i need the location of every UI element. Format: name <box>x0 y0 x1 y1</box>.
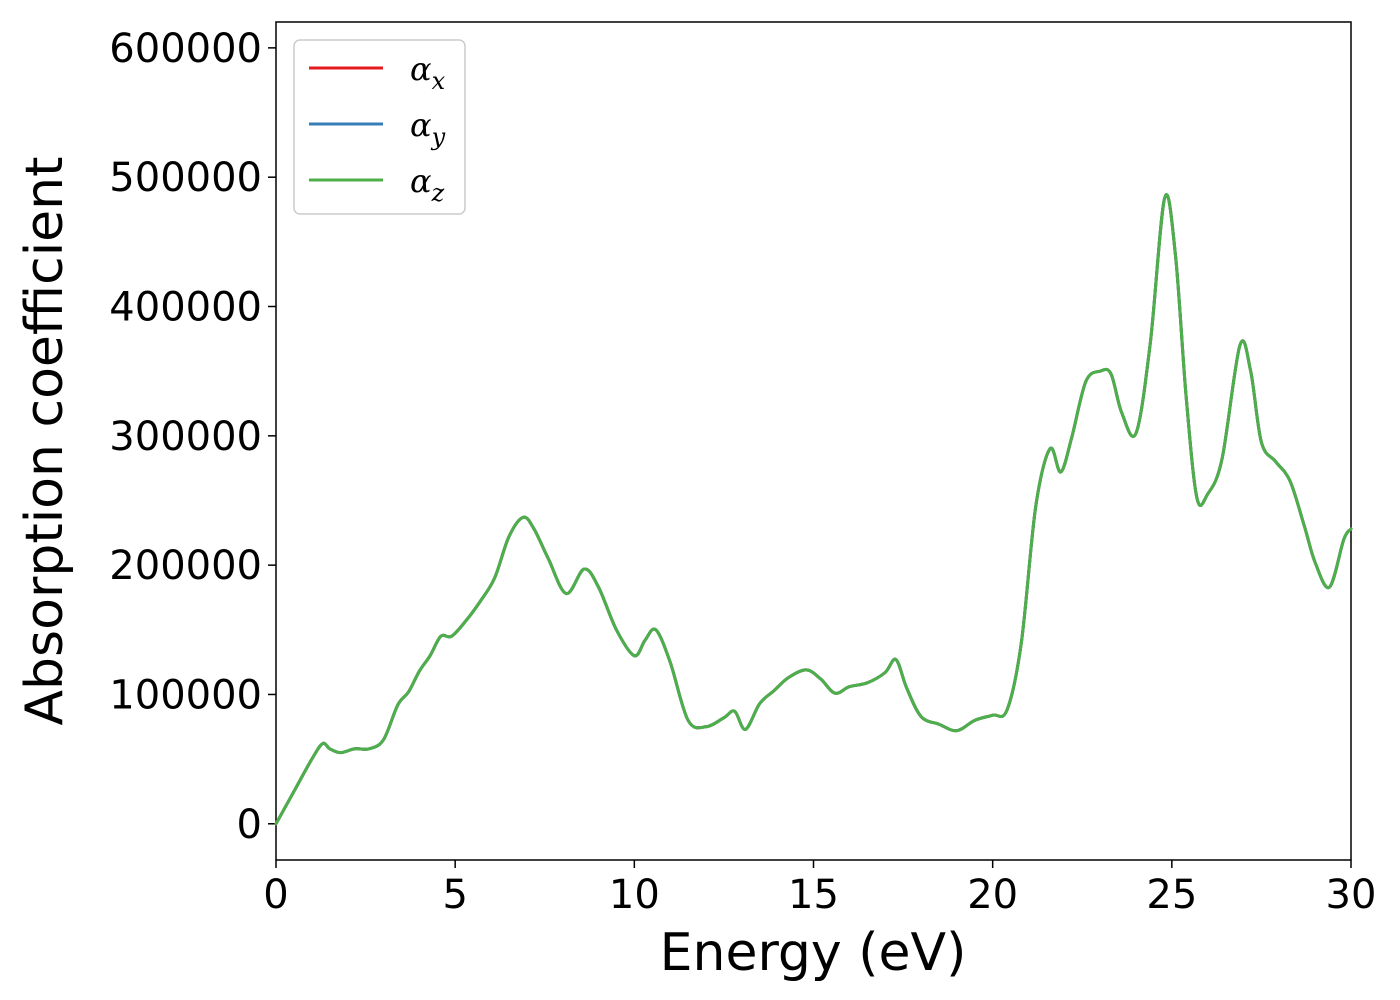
legend-box <box>293 39 466 215</box>
legend-subscript: x <box>432 67 446 95</box>
x-tick-label: 5 <box>442 872 467 918</box>
x-axis-ticks: 0 5 10 15 20 25 30 <box>263 860 1376 918</box>
legend-symbol: α <box>410 106 432 144</box>
y-tick-label: 100000 <box>109 672 262 718</box>
x-tick-label: 10 <box>609 872 660 918</box>
series-line-α_x <box>274 193 1353 826</box>
y-tick-label: 300000 <box>109 414 262 460</box>
series-line-α_y <box>274 193 1353 826</box>
legend-symbol: α <box>410 162 432 200</box>
x-tick-label: 15 <box>788 872 839 918</box>
y-tick-label: 500000 <box>109 155 262 201</box>
series-line-α_z <box>274 193 1353 826</box>
y-axis-title: Absorption coefficient <box>15 156 75 725</box>
x-tick-label: 25 <box>1146 872 1197 918</box>
y-tick-label: 200000 <box>109 543 262 589</box>
x-tick-label: 0 <box>263 872 288 918</box>
legend-subscript: z <box>431 179 445 207</box>
legend-entry-label: αy <box>410 106 446 151</box>
y-axis-ticks: 0 100000 200000 300000 400000 500000 600000 <box>109 26 276 848</box>
x-tick-label: 20 <box>967 872 1018 918</box>
x-axis-title: Energy (eV) <box>660 923 967 983</box>
legend-symbol: α <box>410 50 432 88</box>
legend-subscript: y <box>431 123 446 151</box>
series-lines <box>274 193 1353 826</box>
x-tick-label: 30 <box>1326 872 1377 918</box>
y-tick-label: 400000 <box>109 285 262 331</box>
legend-entry-label: αz <box>410 162 445 207</box>
y-tick-label: 600000 <box>109 26 262 72</box>
y-tick-label: 0 <box>237 802 262 848</box>
legend-entry-label: αx <box>410 50 446 95</box>
